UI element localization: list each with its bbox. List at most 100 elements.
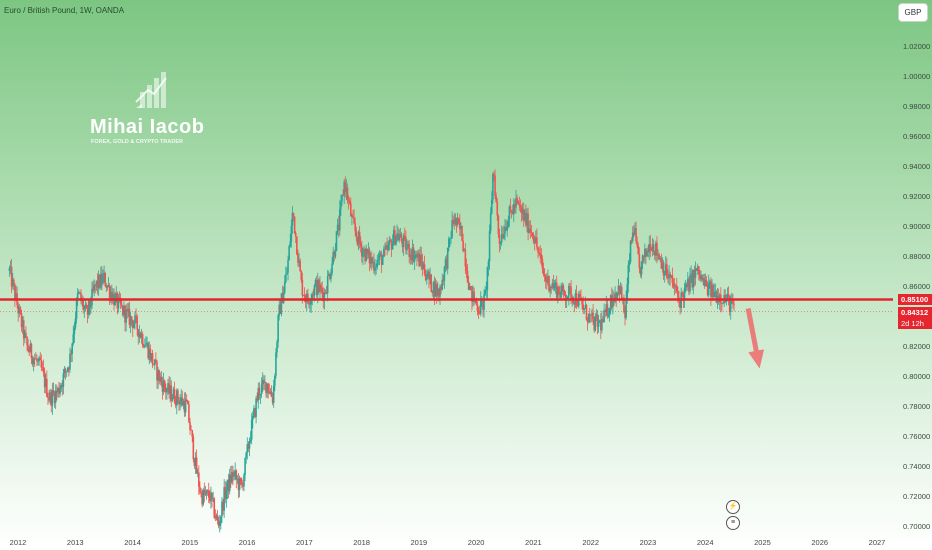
candle-body [150,353,153,361]
candle-body [647,251,649,253]
candle-body [686,279,689,287]
candle-body [528,228,531,233]
candle-body [247,444,250,449]
candle-body [537,247,539,253]
event-lightning-icon[interactable]: ⚡ [726,500,740,514]
candle-body [131,320,134,329]
x-tick-label: 2020 [468,538,485,547]
candle-body [185,399,188,402]
candle-body [187,401,189,405]
candle-body [727,293,730,297]
y-tick-label: 0.80000 [903,372,930,381]
candle-body [410,254,413,261]
candle-body [224,487,227,500]
candle-body [342,194,344,196]
candle-body [482,298,484,310]
candle-body [483,294,485,310]
candle-body [551,283,554,288]
candle-body [140,333,143,338]
candle-body [331,263,333,274]
y-tick-label: 0.92000 [903,192,930,201]
candle-body [618,285,621,295]
candle-body [478,313,481,315]
candle-body [603,310,605,323]
candle-body [451,219,453,238]
candle-body [520,207,523,214]
last-price-label: 0.84312 [898,307,932,319]
candle-body [693,270,696,278]
candle-body [299,260,301,272]
candle-body [285,274,287,283]
candle-body [444,259,447,267]
candle-body [533,241,536,244]
candle-body [139,332,142,338]
candle-body [319,284,321,292]
event-calendar-icon[interactable]: ≡ [726,516,740,530]
candle-body [162,380,165,392]
candle-body [368,249,371,264]
candle-body [108,285,111,298]
candle-body [418,253,420,266]
y-tick-label: 0.70000 [903,522,930,531]
candle-body [427,271,429,279]
candle-body [119,297,122,305]
candle-body [386,245,388,250]
candle-body [361,246,363,257]
candle-body [487,261,490,268]
candle-body [211,492,213,500]
candle-body [669,273,671,278]
candle-body [152,364,155,366]
candle-body [267,383,270,392]
candle-body [293,216,296,234]
candle-body [49,392,51,401]
candle-body [706,284,709,296]
candle-body [308,301,310,305]
candle-body [401,241,404,248]
candle-body [105,286,108,288]
candle-body [445,259,448,269]
candle-body [691,273,694,288]
candle-body [588,313,591,316]
candle-body [356,236,359,245]
candle-body [218,523,221,526]
candle-body [291,212,294,226]
candle-body [591,312,593,316]
candle-body [420,254,423,262]
candle-body [454,217,457,224]
candle-body [562,285,565,291]
candle-body [168,383,170,394]
candle-body [82,300,84,310]
candle-body [514,204,516,208]
currency-button[interactable]: GBP [898,3,928,22]
candle-body [327,274,330,276]
candle-body [495,196,497,202]
candle-body [379,253,382,255]
y-tick-label: 1.02000 [903,42,930,51]
candle-body [265,382,267,394]
candle-body [134,315,136,324]
candle-body [58,387,60,394]
candle-body [384,248,386,250]
candle-body [593,319,595,331]
candle-body [75,299,78,319]
candle-body [683,288,686,301]
candle-body [280,293,283,314]
candle-body [347,200,350,202]
candle-body [225,490,228,500]
candle-body [22,320,25,339]
candle-body [531,232,534,237]
candle-body [486,267,489,290]
candle-body [101,273,103,284]
candle-body [663,273,666,276]
candle-body [239,477,242,483]
candle-body [125,309,127,323]
candle-body [138,332,141,338]
candle-body [77,291,80,293]
candle-body [167,383,169,392]
candle-body [24,332,26,339]
candle-body [661,262,664,269]
candle-body [310,298,312,305]
